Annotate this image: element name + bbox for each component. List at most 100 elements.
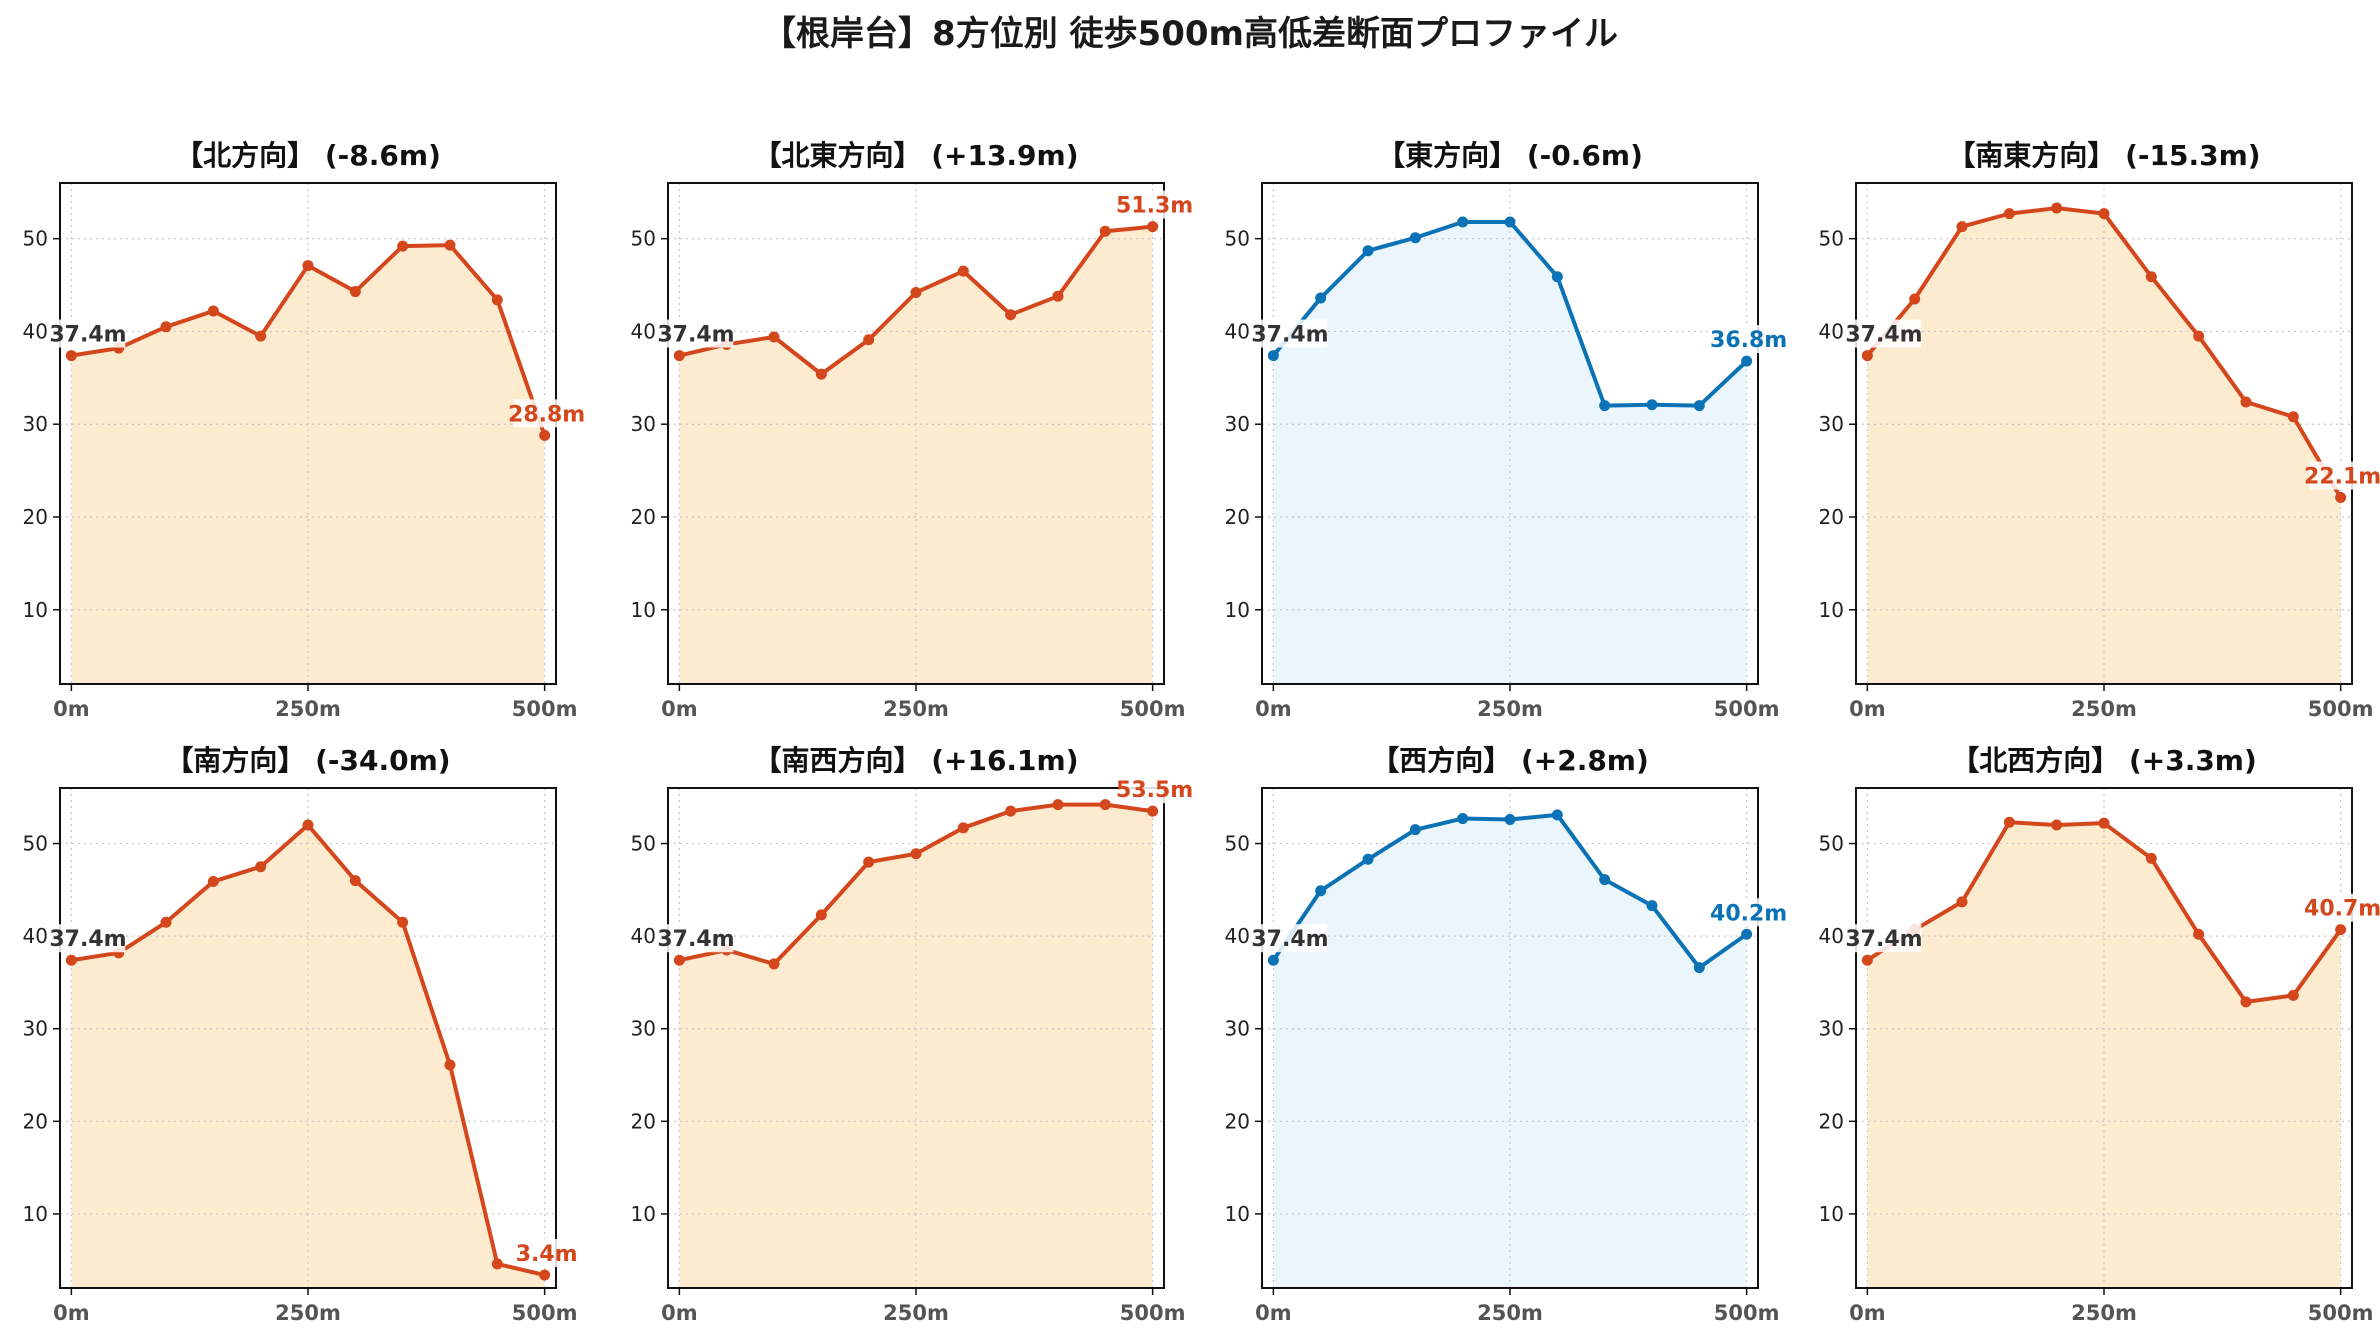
chart-2-data-point: [910, 286, 922, 298]
chart-5-start-label-bg: [47, 924, 126, 953]
chart-7-x-tick-label: 250m: [1477, 1301, 1543, 1325]
chart-7-data-point: [1741, 928, 1753, 940]
chart-4-end-label-bg: [2309, 461, 2376, 490]
chart-8-title: 【北西方向】 (+3.3m): [1951, 744, 2257, 777]
chart-3-y-tick-label: 10: [1225, 598, 1250, 622]
chart-1-y-tick-label: 10: [23, 598, 48, 622]
chart-2-x-tick-label: 0m: [661, 697, 698, 721]
chart-1-data-point: [491, 294, 503, 306]
chart-8-start-label-bg: [1843, 924, 1922, 953]
chart-4-data-point: [2193, 330, 2205, 342]
chart-1-y-tick-label: 50: [23, 227, 48, 251]
chart-3-data-point: [1551, 271, 1563, 283]
chart-2-y-tick-label: 50: [631, 227, 656, 251]
chart-5-start-label: 37.4m: [49, 927, 126, 952]
chart-8-end-label-bg: [2309, 893, 2376, 922]
chart-2-x-tick-label: 500m: [1120, 697, 1186, 721]
chart-7-data-point: [1267, 954, 1279, 966]
chart-5-data-point: [444, 1059, 456, 1071]
chart-5-data-point: [397, 916, 409, 928]
chart-6-data-point: [1005, 805, 1017, 817]
chart-2-y-tick-label: 10: [631, 598, 656, 622]
chart-8-data-point: [2287, 989, 2299, 1001]
chart-4-title: 【南東方向】 (-15.3m): [1947, 139, 2260, 172]
chart-7-end-label-bg: [1715, 898, 1782, 927]
chart-4-x-tick-label: 250m: [2071, 697, 2137, 721]
chart-7-area-fill: [1273, 814, 1747, 1288]
chart-4-x-tick-label: 500m: [2308, 697, 2374, 721]
chart-2-data-point: [1005, 309, 1017, 321]
chart-7-data-point: [1646, 900, 1658, 912]
chart-4-data-point: [1909, 293, 1921, 305]
chart-3-data-point: [1599, 400, 1611, 412]
chart-1-y-tick-label: 40: [23, 319, 48, 343]
chart-5-x-tick-label: 500m: [512, 1301, 578, 1325]
chart-6-y-tick-label: 10: [631, 1202, 656, 1226]
chart-1-end-label: 28.8m: [508, 402, 585, 427]
chart-1-x-tick-label: 500m: [512, 697, 578, 721]
chart-3-data-point: [1409, 232, 1421, 244]
chart-8-x-tick-label: 0m: [1849, 1301, 1886, 1325]
chart-3-data-point: [1504, 216, 1516, 228]
chart-8-data-point: [2051, 819, 2063, 831]
chart-5-data-point: [207, 876, 219, 888]
chart-8-y-tick-label: 50: [1819, 832, 1844, 856]
chart-3-end-label-bg: [1715, 325, 1782, 354]
chart-6-data-point: [863, 856, 875, 868]
chart-7-data-point: [1599, 874, 1611, 886]
chart-1-data-point: [160, 321, 172, 333]
chart-3-y-tick-label: 50: [1225, 227, 1250, 251]
chart-6-x-tick-label: 0m: [661, 1301, 698, 1325]
chart-7-data-point: [1551, 809, 1563, 821]
chart-1-area-fill: [71, 245, 545, 684]
chart-3-y-tick-label: 20: [1225, 505, 1250, 529]
chart-4-data-point: [2003, 208, 2015, 220]
chart-2-data-point: [815, 368, 827, 380]
chart-5-y-tick-label: 10: [23, 1202, 48, 1226]
chart-5-title: 【南方向】 (-34.0m): [165, 744, 450, 777]
chart-6-x-tick-label: 250m: [883, 1301, 949, 1325]
chart-1-title: 【北方向】 (-8.6m): [175, 139, 441, 172]
chart-2-data-point: [1147, 221, 1159, 233]
chart-1-data-point: [397, 240, 409, 252]
chart-1-y-tick-label: 30: [23, 412, 48, 436]
chart-6-title: 【南西方向】 (+16.1m): [753, 744, 1078, 777]
chart-6-data-point: [673, 954, 685, 966]
chart-4-area-fill: [1867, 208, 2341, 685]
chart-3-start-label-bg: [1249, 319, 1328, 348]
chart-5-area-fill: [71, 825, 545, 1288]
chart-8-x-tick-label: 250m: [2071, 1301, 2137, 1325]
chart-8-data-point: [1956, 896, 1968, 908]
chart-7-data-point: [1362, 853, 1374, 865]
chart-2-data-point: [673, 350, 685, 362]
chart-2-data-point: [1052, 290, 1064, 302]
chart-8-area-fill: [1867, 822, 2341, 1288]
chart-5-data-point: [160, 916, 172, 928]
chart-1-x-tick-label: 0m: [53, 697, 90, 721]
chart-7-x-tick-label: 0m: [1255, 1301, 1292, 1325]
chart-7-data-point: [1409, 824, 1421, 836]
chart-6-end-label: 53.5m: [1116, 778, 1193, 803]
chart-3-y-tick-label: 30: [1225, 412, 1250, 436]
chart-6-x-tick-label: 500m: [1120, 1301, 1186, 1325]
chart-3-x-tick-label: 0m: [1255, 697, 1292, 721]
chart-8-data-point: [2098, 817, 2110, 829]
chart-2-start-label-bg: [655, 319, 734, 348]
chart-4-data-point: [2240, 396, 2252, 408]
chart-5-y-tick-label: 50: [23, 832, 48, 856]
chart-2-area-fill: [679, 226, 1153, 684]
chart-7-y-tick-label: 10: [1225, 1202, 1250, 1226]
chart-7-start-label-bg: [1249, 924, 1328, 953]
chart-8-data-point: [2335, 924, 2347, 936]
chart-5-x-tick-label: 250m: [275, 1301, 341, 1325]
chart-2-data-point: [863, 334, 875, 346]
chart-3-data-point: [1457, 216, 1469, 228]
chart-7-data-point: [1693, 962, 1705, 974]
chart-6-y-tick-label: 50: [631, 832, 656, 856]
chart-7-data-point: [1315, 885, 1327, 897]
chart-8-y-tick-label: 10: [1819, 1202, 1844, 1226]
chart-1-data-point: [207, 305, 219, 317]
chart-2-data-point: [1099, 225, 1111, 237]
chart-1-x-tick-label: 250m: [275, 697, 341, 721]
